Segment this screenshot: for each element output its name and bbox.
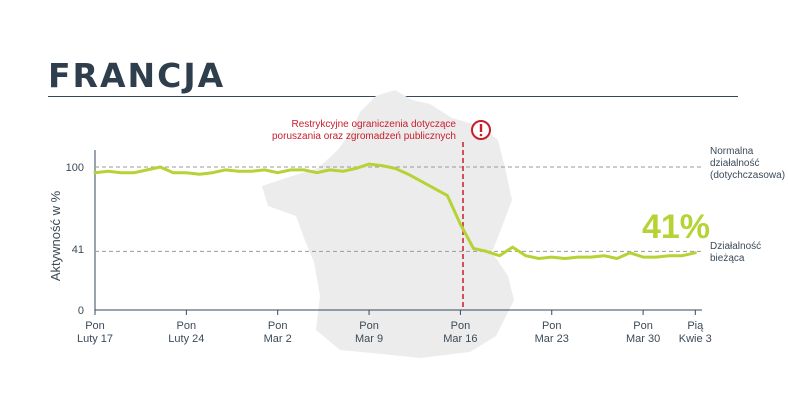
x-tick-label-date: Mar 2 (264, 333, 292, 345)
event-label-line1: Restrykcyjne ograniczenia dotyczące (291, 119, 456, 130)
page-title: FRANCJA (48, 56, 226, 95)
x-tick-label-date: Mar 16 (443, 333, 477, 345)
x-tick-label-day: Pon (85, 320, 105, 332)
x-tick-label-date: Mar 9 (355, 333, 383, 345)
series-line (93, 162, 697, 260)
exclamation-circle-icon (471, 120, 491, 140)
x-tick-label-date: Luty 17 (77, 333, 113, 345)
x-tick-label-date: Mar 30 (626, 333, 660, 345)
reference-label-normal-line3: (dotychczasowa) (710, 170, 785, 181)
current-value-label: 41% (642, 208, 710, 246)
y-axis-label: Aktywność w % (48, 190, 63, 281)
reference-label-current-line2: bieżąca (710, 253, 745, 264)
reference-label-normal-line2: działalność (710, 158, 759, 169)
x-tick-label-date: Luty 24 (168, 333, 204, 345)
x-tick-label-day: Pon (451, 320, 471, 332)
y-tick-label: 0 (78, 305, 84, 317)
x-tick-label-date: Mar 23 (535, 333, 569, 345)
reference-label-current-line1: Działalność (710, 241, 761, 252)
x-tick-label-day: Pon (633, 320, 653, 332)
y-tick-label: 100 (66, 162, 84, 174)
x-tick-label-day: Pią (687, 320, 704, 332)
x-tick-label-day: Pon (268, 320, 288, 332)
x-tick-label-day: Pon (359, 320, 379, 332)
x-tick-label-day: Pon (542, 320, 562, 332)
reference-label-normal-line1: Normalna (710, 146, 754, 157)
france-map-shape (262, 90, 514, 358)
event-label-line2: poruszania oraz zgromadzeń publicznych (272, 131, 456, 142)
y-tick-label: 41 (72, 244, 84, 256)
x-tick-label-date: Kwie 3 (679, 333, 712, 345)
x-tick-label-day: Pon (177, 320, 197, 332)
